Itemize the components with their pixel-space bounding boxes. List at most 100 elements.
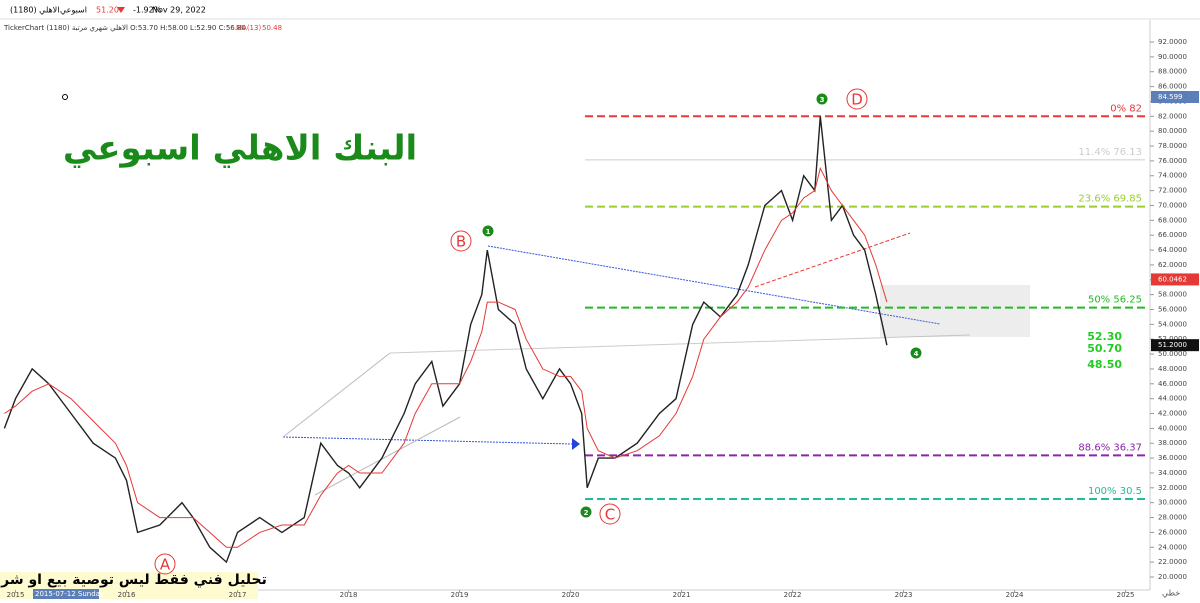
- y-tick-label: 64.0000: [1158, 246, 1187, 254]
- series-line: [3, 116, 888, 564]
- channel: [389, 334, 971, 354]
- y-tick-label: 46.0000: [1158, 380, 1187, 388]
- price-tag: [1151, 339, 1199, 352]
- price-tag-label: 84.599: [1158, 93, 1183, 101]
- ma-value: 50.48: [262, 24, 282, 32]
- wave-marker: [580, 506, 592, 518]
- y-tick-label: 38.0000: [1158, 439, 1187, 447]
- wave-label: C: [605, 506, 615, 524]
- y-tick-label: 50.0000: [1158, 350, 1187, 358]
- y-tick-label: 82.0000: [1158, 112, 1187, 120]
- y-tick-label: 70.0000: [1158, 201, 1187, 209]
- fib-label: 11.4% 76.13: [1078, 147, 1142, 158]
- wave-marker: [599, 503, 621, 525]
- series-line: [4, 166, 888, 548]
- cursor-date: 2015-07-12 Sunday: [35, 590, 104, 598]
- change: -1.92%: [133, 6, 162, 15]
- arrow-head: [572, 438, 580, 450]
- y-tick-label: 66.0000: [1158, 231, 1187, 239]
- y-tick-label: 36.0000: [1158, 454, 1187, 462]
- price-tag-label: 51.2000: [1158, 341, 1187, 349]
- y-tick-label: 76.0000: [1158, 157, 1187, 165]
- target-label: 48.50: [1087, 358, 1122, 371]
- y-tick-label: 22.0000: [1158, 558, 1187, 566]
- trendline: [282, 436, 573, 445]
- y-tick-label: 68.0000: [1158, 216, 1187, 224]
- trendlines: [282, 232, 1030, 496]
- period: اسبوعي: [60, 6, 87, 15]
- target-label: 52.30: [1087, 330, 1122, 343]
- x-tick-label: 2024: [1006, 591, 1024, 599]
- x-tick-label: 2016: [118, 591, 136, 599]
- fib-label: 100% 30.5: [1088, 486, 1142, 497]
- wave-label: D: [851, 91, 863, 109]
- y-tick-label: 74.0000: [1158, 172, 1187, 180]
- x-tick-label: 2023: [895, 591, 913, 599]
- price-tag-label: 60.0462: [1158, 275, 1187, 283]
- cursor-date-box: [33, 589, 99, 599]
- y-tick-label: 56.0000: [1158, 305, 1187, 313]
- wave-marker: [846, 88, 868, 110]
- x-tick-label: 2022: [784, 591, 802, 599]
- y-tick-label: 20.0000: [1158, 573, 1187, 581]
- date: Nov 29, 2022: [152, 6, 206, 15]
- wave-marker: [482, 225, 494, 237]
- trendline: [754, 232, 911, 288]
- y-tick-label: 78.0000: [1158, 142, 1187, 150]
- wave-marker: [450, 230, 472, 252]
- wave-label: 4: [914, 350, 919, 358]
- wave-label: B: [456, 233, 466, 251]
- wave-label: 3: [820, 96, 825, 104]
- wave-marker: [910, 347, 922, 359]
- y-tick-label: 54.0000: [1158, 320, 1187, 328]
- trendline: [487, 245, 941, 325]
- y-axis-panel: [1150, 20, 1200, 599]
- ohlc: TickerChart الاهلي شهري مرتبة (1180) O:5…: [3, 24, 246, 32]
- channel: [314, 416, 461, 496]
- zone: [880, 285, 1030, 337]
- ma-name: MA(13): [236, 24, 261, 32]
- disclaimer: تحليل فني فقط ليس توصية بيع او شراء: [0, 572, 267, 588]
- x-tick-label: 2020: [562, 591, 580, 599]
- x-tick-label: 2017: [229, 591, 247, 599]
- y-tick-label: 40.0000: [1158, 424, 1187, 432]
- symbol: الاهلي (1180): [10, 6, 59, 15]
- x-tick-label: 2019: [451, 591, 469, 599]
- price-tag: [1151, 90, 1199, 103]
- target-label: 50.70: [1087, 342, 1122, 355]
- chart-title: البنك الاهلي اسبوعي: [63, 129, 417, 169]
- y-tick-label: 88.0000: [1158, 68, 1187, 76]
- wave-label: 2: [584, 509, 589, 517]
- wave-label: A: [160, 556, 171, 574]
- x-tick-label: 2021: [673, 591, 691, 599]
- y-tick-label: 72.0000: [1158, 187, 1187, 195]
- down-arrow: [117, 7, 125, 13]
- y-tick-label: 90.0000: [1158, 53, 1187, 61]
- y-tick-label: 24.0000: [1158, 543, 1187, 551]
- fib-label: 0% 82: [1110, 103, 1142, 114]
- y-tick-label: 80.0000: [1158, 127, 1187, 135]
- wave-marker: [816, 93, 828, 105]
- channel: [282, 352, 391, 438]
- y-tick-label: 44.0000: [1158, 395, 1187, 403]
- fib-label: 50% 56.25: [1088, 295, 1142, 306]
- y-tick-label: 34.0000: [1158, 469, 1187, 477]
- y-tick-label: 28.0000: [1158, 514, 1187, 522]
- x-tick-label: 2025: [1117, 591, 1135, 599]
- y-tick-label: 42.0000: [1158, 410, 1187, 418]
- wave-label: 1: [486, 228, 491, 236]
- price-tag: [1151, 273, 1199, 286]
- y-tick-label: 48.0000: [1158, 365, 1187, 373]
- y-tick-label: 62.0000: [1158, 261, 1187, 269]
- y-tick-label: 32.0000: [1158, 484, 1187, 492]
- fib-label: 23.6% 69.85: [1078, 194, 1142, 205]
- fib-label: 88.6% 36.37: [1078, 442, 1142, 453]
- wave-marker: [154, 553, 176, 575]
- axis-mode: خطي: [1162, 589, 1180, 598]
- y-tick-label: 30.0000: [1158, 499, 1187, 507]
- y-tick-label: 92.0000: [1158, 38, 1187, 46]
- dot: [62, 94, 68, 100]
- y-tick-label: 86.0000: [1158, 83, 1187, 91]
- y-tick-label: 58.0000: [1158, 291, 1187, 299]
